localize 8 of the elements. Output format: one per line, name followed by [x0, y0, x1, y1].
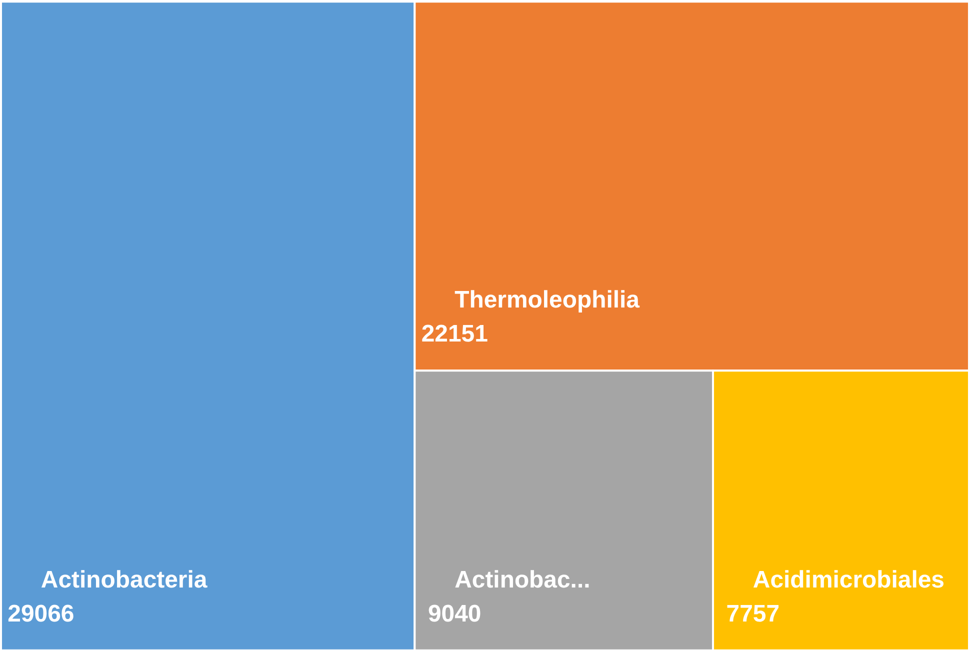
data-label: 22151: [421, 320, 488, 348]
category-label: Actinobacteria: [40, 566, 208, 594]
category-label: Acidimicrobiales: [752, 566, 945, 594]
category-label: Actinobac...: [454, 566, 590, 594]
data-label: 7757: [726, 600, 780, 628]
data-label: 9040: [428, 600, 482, 628]
data-label: 29066: [8, 600, 74, 628]
category-label: Thermoleophilia: [454, 286, 640, 314]
